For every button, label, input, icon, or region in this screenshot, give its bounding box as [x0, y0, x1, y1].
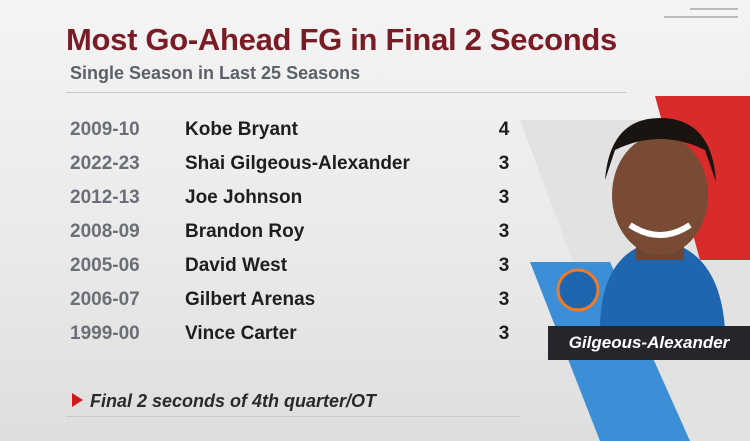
fg-count: 3 [498, 153, 510, 174]
corner-rule [690, 8, 738, 10]
season: 2012-13 [70, 187, 140, 208]
corner-rule [664, 16, 738, 18]
player-name: Gilbert Arenas [185, 289, 316, 310]
bullet [72, 393, 83, 407]
table-row: 2009-10 Kobe Bryant 4 [70, 115, 520, 145]
table-row: 2006-07 Gilbert Arenas 3 [70, 285, 520, 315]
fg-count: 4 [498, 119, 510, 140]
table-row: 2012-13 Joe Johnson 3 [70, 183, 520, 213]
player-name: Kobe Bryant [185, 119, 298, 140]
season: 1999-00 [70, 323, 140, 344]
player-name: Vince Carter [185, 323, 297, 344]
divider [66, 92, 626, 93]
footnote: Final 2 seconds of 4th quarter/OT [90, 391, 377, 411]
divider [66, 416, 521, 417]
player-name: David West [185, 255, 288, 276]
fg-count: 3 [498, 323, 510, 344]
team-logo [556, 268, 600, 312]
player-name-plate: Gilgeous-Alexander [548, 326, 750, 360]
season: 2005-06 [70, 255, 140, 276]
fg-count: 3 [498, 187, 510, 208]
subtitle: Single Season in Last 25 Seasons [70, 63, 361, 83]
table-row: 1999-00 Vince Carter 3 [70, 319, 520, 349]
season: 2009-10 [70, 119, 140, 140]
player-name: Brandon Roy [185, 221, 305, 242]
fg-count: 3 [498, 221, 510, 242]
title: Most Go-Ahead FG in Final 2 Seconds [66, 22, 617, 57]
table-row: 2005-06 David West 3 [70, 251, 520, 281]
fg-count: 3 [498, 289, 510, 310]
table-row: 2022-23 Shai Gilgeous-Alexander 3 [70, 149, 520, 179]
season: 2022-23 [70, 153, 140, 174]
season: 2006-07 [70, 289, 140, 310]
hair [605, 118, 716, 182]
season: 2008-09 [70, 221, 140, 242]
table-row: 2008-09 Brandon Roy 3 [70, 217, 520, 247]
player-name: Shai Gilgeous-Alexander [185, 153, 410, 174]
player-name: Joe Johnson [185, 187, 303, 208]
jersey [600, 240, 725, 330]
fg-count: 3 [498, 255, 510, 276]
face [612, 135, 708, 255]
smile [628, 222, 692, 238]
